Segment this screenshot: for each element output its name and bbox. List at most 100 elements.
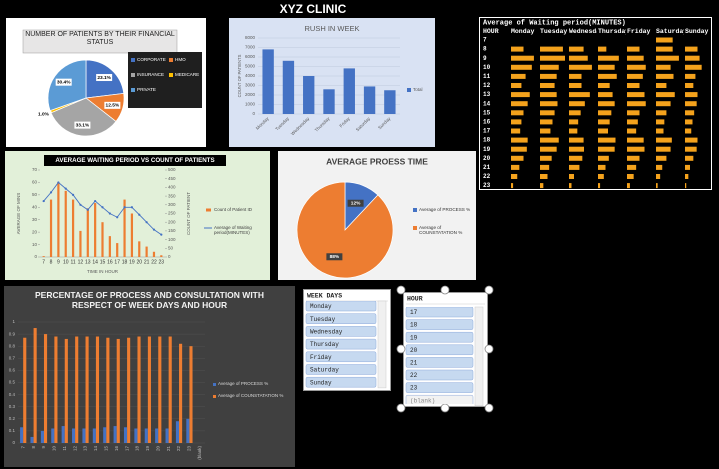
data-bar <box>569 146 584 152</box>
y2-tick-label: 400 <box>168 185 176 190</box>
y-tick-label: 8000 <box>245 35 256 40</box>
slicer-item-label[interactable]: 21 <box>410 359 418 366</box>
slicer-item[interactable] <box>305 364 377 375</box>
slicer-item-label[interactable]: Tuesday <box>310 316 336 323</box>
chart-title: PERCENTAGE OF PROCESS AND CONSULTATION W… <box>34 291 265 310</box>
slicer-item[interactable] <box>305 376 377 388</box>
y-tick-label: 50 <box>32 192 38 197</box>
data-bar <box>511 174 518 179</box>
row-header: 17 <box>483 128 491 135</box>
slicer-item[interactable] <box>305 301 377 312</box>
slicer-item[interactable] <box>405 382 474 393</box>
y2-axis-label: COUNT OF PATIENT <box>186 192 191 235</box>
data-bar <box>569 64 592 70</box>
slicer-item[interactable] <box>305 338 377 350</box>
y2-tick-label: 500 <box>168 167 176 172</box>
data-label: 88% <box>330 254 340 260</box>
line-point <box>116 216 119 219</box>
slicer-item-label[interactable]: 22 <box>410 372 418 379</box>
bar <box>165 428 169 443</box>
slicer-item-label[interactable]: Friday <box>310 354 332 361</box>
line-point <box>145 221 148 224</box>
column-header: Tuesday <box>540 28 567 35</box>
panel <box>5 151 270 280</box>
slicer-item[interactable] <box>405 344 474 356</box>
data-label: 30.4% <box>57 79 71 85</box>
slicer-item-label[interactable]: Saturday <box>310 367 339 374</box>
y-tick-label: 60 <box>32 180 38 185</box>
x-tick-label: 10 <box>52 446 57 452</box>
legend-label-box: PRIVATE <box>137 87 156 92</box>
data-bar <box>540 174 548 179</box>
x-tick-label: 11 <box>70 259 75 265</box>
slicer-item-label[interactable]: 19 <box>410 334 418 341</box>
data-bar <box>627 46 640 52</box>
legend-label: Average of COUNSTATATION % <box>419 225 463 236</box>
x-tick-label: 17 <box>114 259 120 265</box>
slicer-item[interactable] <box>405 369 474 381</box>
data-bar <box>656 174 661 179</box>
slicer-item[interactable] <box>405 331 474 343</box>
data-bar <box>685 183 687 189</box>
data-bar <box>511 83 522 88</box>
data-bar <box>656 83 667 88</box>
data-bar <box>540 155 552 161</box>
data-bar <box>511 183 514 189</box>
slicer-item[interactable] <box>405 307 474 318</box>
data-bar <box>540 101 558 107</box>
data-bar <box>540 64 559 70</box>
bar <box>323 89 335 114</box>
slicer-item-label[interactable]: 17 <box>410 309 418 316</box>
data-bar <box>656 137 672 143</box>
bar <box>262 49 274 114</box>
slicer-item-label[interactable]: Wednesday <box>310 328 343 335</box>
data-bar <box>511 55 534 61</box>
data-bar <box>656 164 663 170</box>
bar <box>134 428 138 443</box>
slicer-item-label[interactable]: Thursday <box>310 341 339 348</box>
slicer-item-label[interactable]: 23 <box>410 385 418 392</box>
data-bar <box>511 155 524 161</box>
column-header: Sunday <box>685 28 709 35</box>
bar <box>95 336 100 443</box>
slicer-item-label[interactable]: (blank) <box>410 397 435 404</box>
y-tick-label: 1000 <box>245 102 256 107</box>
bar <box>179 343 183 443</box>
legend-label-box: Average of COUNSTATATION % <box>419 225 463 236</box>
legend-swatch <box>213 395 216 398</box>
slicer-item[interactable] <box>405 319 474 330</box>
slicer-item-label[interactable]: 20 <box>410 347 418 354</box>
slicer-item[interactable] <box>305 326 377 337</box>
x-tick-label: 20 <box>136 259 142 265</box>
header-cell: Friday <box>627 28 651 35</box>
slicer-item[interactable] <box>305 313 377 324</box>
slicer-item-label[interactable]: Monday <box>310 303 332 310</box>
data-bar <box>627 155 640 161</box>
legend-box <box>128 52 202 108</box>
row-header: 8 <box>483 46 487 53</box>
slicer-item-label[interactable]: Sunday <box>310 379 332 386</box>
chart-title-box: PERCENTAGE OF PROCESS AND CONSULTATION W… <box>34 291 265 310</box>
bar <box>101 222 104 257</box>
bar <box>145 246 148 257</box>
bar <box>158 336 162 443</box>
y2-tick-label: 200 <box>168 219 176 224</box>
slicer-item-label[interactable]: 18 <box>410 322 418 329</box>
column-header: Wednesday <box>569 28 604 35</box>
data-bar <box>656 55 679 61</box>
line-point <box>160 233 163 236</box>
title-box <box>44 155 226 166</box>
data-bar <box>540 73 557 79</box>
data-bar <box>685 119 693 125</box>
row-header: 19 <box>483 146 491 153</box>
bar <box>86 208 89 257</box>
chart-title-box: NUMBER OF PATIENTS BY THEIR FINANCIAL ST… <box>25 31 175 46</box>
slicer-item[interactable] <box>305 351 377 363</box>
x-tick-label: 18 <box>135 446 140 452</box>
y-tick-label: 0.7 <box>9 355 16 360</box>
slicer-item[interactable] <box>405 357 474 368</box>
column-header: Monday <box>511 28 535 35</box>
header-cell: Tuesday <box>540 28 567 35</box>
x-tick-label: 22 <box>151 259 157 265</box>
slicer-item[interactable] <box>405 394 474 405</box>
